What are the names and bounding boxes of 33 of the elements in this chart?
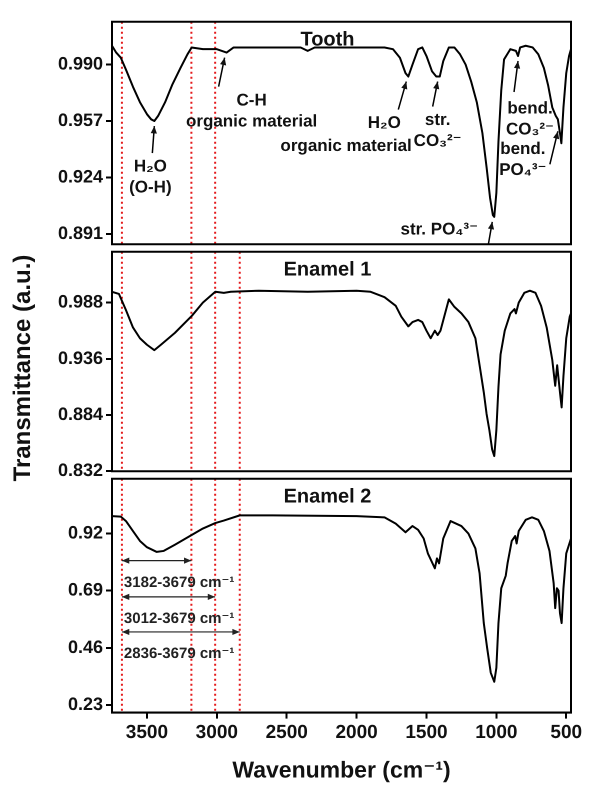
y-tick-label: 0.936	[58, 348, 103, 368]
y-tick-label: 0.832	[58, 460, 103, 480]
x-tick-label: 1000	[475, 722, 518, 744]
chart-title: Tooth	[300, 28, 355, 50]
annotation: str. PO₄³⁻	[400, 220, 478, 239]
y-tick-label: 0.990	[58, 54, 103, 74]
x-tick-label: 2500	[266, 722, 308, 744]
annotation: H₂O	[368, 113, 401, 132]
x-tick-label: 3500	[126, 722, 168, 744]
y-axis-title: Transmittance (a.u.)	[9, 254, 37, 482]
annotation: H₂O (O-H)	[129, 156, 172, 197]
annotation: organic material	[280, 136, 412, 156]
y-tick-label: 0.924	[58, 166, 103, 186]
annotation: bend. PO₄³⁻	[499, 139, 547, 179]
x-tick-label: 1500	[405, 722, 448, 744]
chart-title: Enamel 1	[284, 258, 372, 280]
x-tick-label: 500	[550, 722, 582, 744]
y-tick-label: 0.92	[68, 522, 103, 542]
annotation: str. CO₃²⁻	[414, 110, 462, 150]
annotation: 3012-3679 cm⁻¹	[124, 610, 234, 628]
y-tick-label: 0.884	[58, 404, 103, 424]
y-tick-label: 0.988	[58, 292, 103, 312]
annotation: 3182-3679 cm⁻¹	[124, 574, 234, 591]
y-tick-label: 0.891	[58, 222, 103, 243]
y-tick-label: 0.46	[68, 636, 103, 657]
y-tick-label: 0.23	[68, 694, 103, 714]
y-tick-label: 0.957	[58, 110, 103, 130]
annotation: 2836-3679 cm⁻¹	[124, 645, 234, 662]
chart-title: Enamel 2	[284, 485, 372, 508]
x-tick-label: 3000	[196, 722, 238, 744]
x-tick-label: 2000	[335, 722, 378, 744]
y-tick-label: 0.69	[68, 580, 103, 600]
x-axis-title: Wavenumber (cm⁻¹)	[232, 756, 451, 783]
